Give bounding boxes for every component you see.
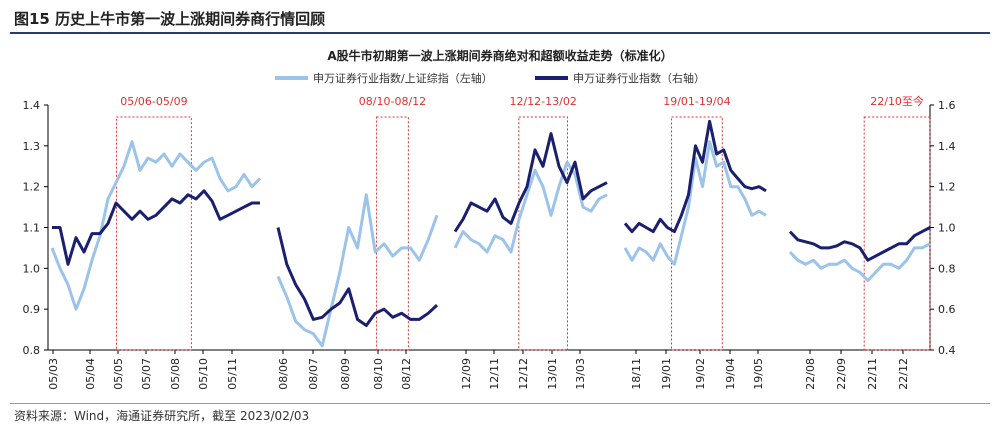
index-series-line [276, 227, 439, 327]
ratio-series-line [453, 160, 608, 254]
x-tick-label: 12/11 [488, 358, 501, 390]
highlight-label: 08/10-08/12 [359, 95, 426, 108]
highlight-box [863, 116, 931, 351]
y-right-tick-label: 0.4 [938, 344, 956, 357]
x-tick-label: 05/07 [140, 358, 153, 390]
y-left-tick-label: 1.4 [23, 99, 41, 112]
x-tick-label: 19/05 [752, 358, 765, 390]
x-tick-label: 12/12 [517, 358, 530, 390]
y-right-tick-label: 1.6 [938, 99, 956, 112]
figure-title: 图15 历史上牛市第一波上涨期间券商行情回顾 [14, 10, 326, 28]
highlight-box [115, 116, 192, 351]
x-tick-label: 08/07 [307, 358, 320, 390]
y-left-tick-label: 1.0 [23, 262, 41, 275]
x-tick-label: 05/05 [112, 358, 125, 390]
x-tick-label: 05/10 [197, 358, 210, 390]
ratio-series-line [276, 193, 439, 348]
y-left-tick-label: 0.9 [23, 303, 41, 316]
ratio-series-line [788, 242, 931, 283]
x-tick-label: 13/03 [574, 358, 587, 390]
y-right-tick-label: 1.2 [938, 181, 956, 194]
y-right-tick-label: 0.8 [938, 262, 956, 275]
highlight-label: 12/12-13/02 [509, 95, 576, 108]
y-right-tick-label: 0.6 [938, 303, 956, 316]
chart-title: A股牛市初期第一波上涨期间券商绝对和超额收益走势（标准化） [327, 48, 672, 63]
x-tick-label: 08/09 [339, 358, 352, 390]
y-right-tick-label: 1.4 [938, 140, 956, 153]
x-tick-label: 12/09 [460, 358, 473, 390]
title-rule [10, 32, 990, 34]
highlight-label: 22/10至今 [870, 94, 924, 108]
x-tick-label: 22/12 [897, 358, 910, 390]
highlight-label: 05/06-05/09 [120, 95, 187, 108]
x-tick-label: 19/01 [660, 358, 673, 390]
index-series-line [52, 189, 260, 266]
x-tick-label: 08/12 [400, 358, 413, 390]
index-series-line [788, 226, 931, 262]
series-lines [50, 119, 931, 348]
highlight-boxes: 05/06-05/09 08/10-08/12 12/12-13/02 19/01-1… [115, 94, 931, 351]
x-tick-label: 22/09 [835, 358, 848, 390]
y-left-tick-label: 1.2 [23, 181, 41, 194]
ratio-series-line [50, 140, 262, 311]
x-tick-label: 13/01 [546, 358, 559, 390]
highlight-box [518, 116, 568, 351]
x-tick-label: 05/11 [226, 358, 239, 390]
highlight-box [376, 116, 409, 351]
x-tick-label: 19/02 [694, 358, 707, 390]
highlight-box [671, 116, 723, 351]
axes: 0.8 0.9 1.0 1.1 1.2 1.3 1.4 0.4 0.6 0.8 1.0 1.2 1.4 1… [23, 99, 956, 390]
legend-label-ratio: 申万证券行业指数/上证综指（左轴） [313, 71, 493, 85]
y-left-tick-label: 1.3 [23, 140, 41, 153]
x-tick-label: 05/08 [169, 358, 182, 390]
ratio-series-line [623, 140, 767, 266]
index-series-line [623, 119, 767, 234]
y-left-tick-label: 1.1 [23, 222, 41, 235]
highlight-label: 19/01-19/04 [663, 95, 730, 108]
legend-label-index: 申万证券行业指数（右轴） [573, 71, 705, 85]
x-tick-label: 08/06 [277, 358, 290, 390]
x-tick-label: 18/11 [630, 358, 643, 390]
index-series-line [453, 132, 608, 233]
x-tick-label: 08/10 [372, 358, 385, 390]
source-note: 资料来源：Wind，海通证券研究所，截至 2023/02/03 [14, 409, 310, 423]
source-rule [10, 403, 990, 404]
y-left-tick-label: 0.8 [23, 344, 41, 357]
x-tick-label: 19/04 [724, 358, 737, 390]
legend: 申万证券行业指数/上证综指（左轴） 申万证券行业指数（右轴） [275, 71, 705, 85]
x-tick-label: 22/08 [804, 358, 817, 390]
x-tick-label: 05/03 [47, 358, 60, 390]
x-tick-label: 05/04 [84, 358, 97, 390]
y-right-tick-label: 1.0 [938, 222, 956, 235]
x-tick-label: 22/11 [866, 358, 879, 390]
